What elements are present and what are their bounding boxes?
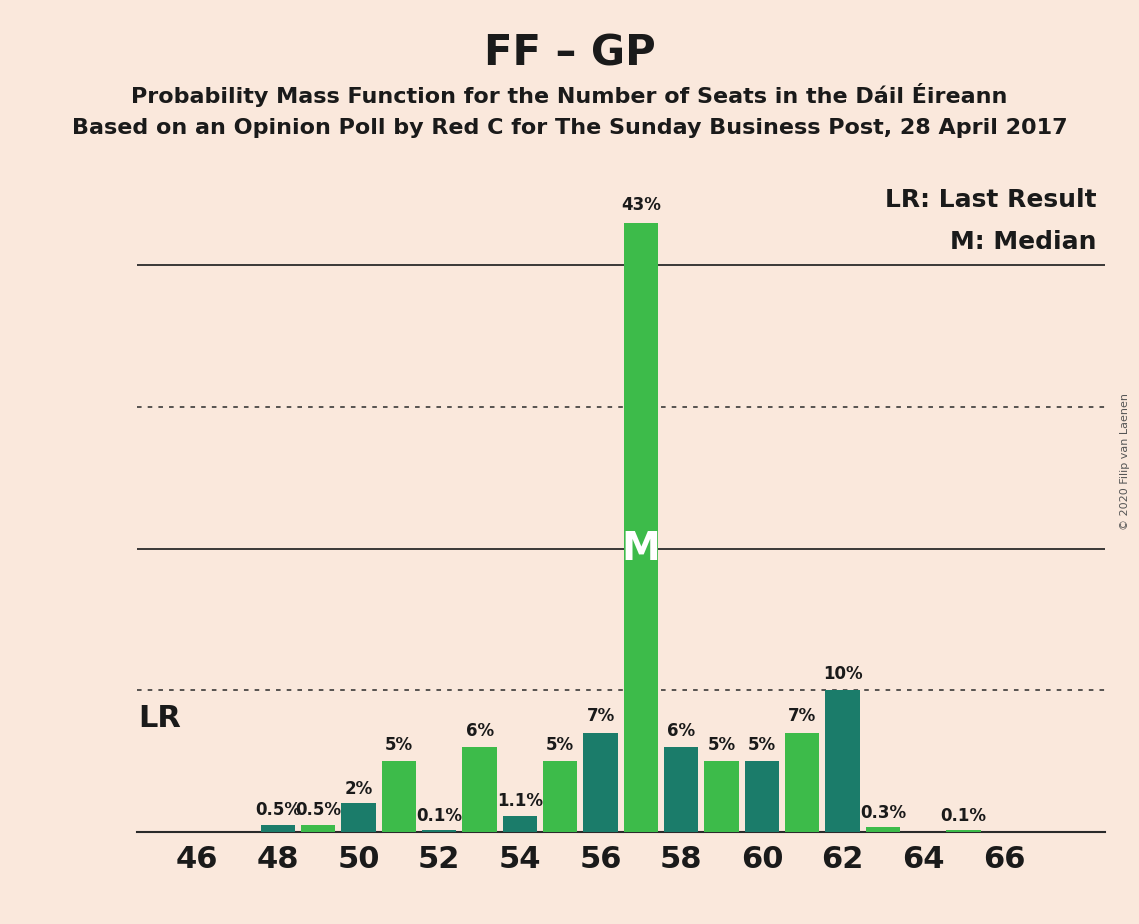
Text: 5%: 5% <box>748 736 776 754</box>
Text: 0.1%: 0.1% <box>941 807 986 824</box>
Text: 0.1%: 0.1% <box>416 807 462 824</box>
Text: 1.1%: 1.1% <box>497 793 543 810</box>
Bar <box>947 830 981 832</box>
Bar <box>583 733 617 832</box>
Text: 6%: 6% <box>667 722 695 739</box>
Bar <box>624 223 658 832</box>
Text: Based on an Opinion Poll by Red C for The Sunday Business Post, 28 April 2017: Based on an Opinion Poll by Red C for Th… <box>72 118 1067 139</box>
Text: 0.5%: 0.5% <box>255 801 301 819</box>
Text: 5%: 5% <box>547 736 574 754</box>
Text: M: M <box>622 529 661 567</box>
Bar <box>826 690 860 832</box>
Text: LR: LR <box>139 704 181 733</box>
Bar <box>261 824 295 832</box>
Text: Probability Mass Function for the Number of Seats in the Dáil Éireann: Probability Mass Function for the Number… <box>131 83 1008 107</box>
Text: 5%: 5% <box>385 736 413 754</box>
Bar <box>342 803 376 832</box>
Bar <box>745 760 779 832</box>
Bar <box>704 760 739 832</box>
Text: 5%: 5% <box>707 736 736 754</box>
Text: 0.3%: 0.3% <box>860 804 906 821</box>
Text: 43%: 43% <box>621 197 661 214</box>
Bar <box>785 733 819 832</box>
Bar <box>382 760 416 832</box>
Bar <box>543 760 577 832</box>
Bar <box>423 830 457 832</box>
Bar <box>502 816 538 832</box>
Bar <box>462 747 497 832</box>
Bar <box>866 827 900 832</box>
Text: 7%: 7% <box>587 708 615 725</box>
Bar <box>664 747 698 832</box>
Text: 6%: 6% <box>466 722 493 739</box>
Text: 2%: 2% <box>344 780 372 797</box>
Text: © 2020 Filip van Laenen: © 2020 Filip van Laenen <box>1121 394 1130 530</box>
Text: FF – GP: FF – GP <box>484 32 655 74</box>
Text: 0.5%: 0.5% <box>295 801 342 819</box>
Bar <box>301 824 335 832</box>
Text: LR: Last Result: LR: Last Result <box>885 188 1097 212</box>
Text: M: Median: M: Median <box>950 230 1097 254</box>
Text: 10%: 10% <box>822 665 862 683</box>
Text: 7%: 7% <box>788 708 817 725</box>
